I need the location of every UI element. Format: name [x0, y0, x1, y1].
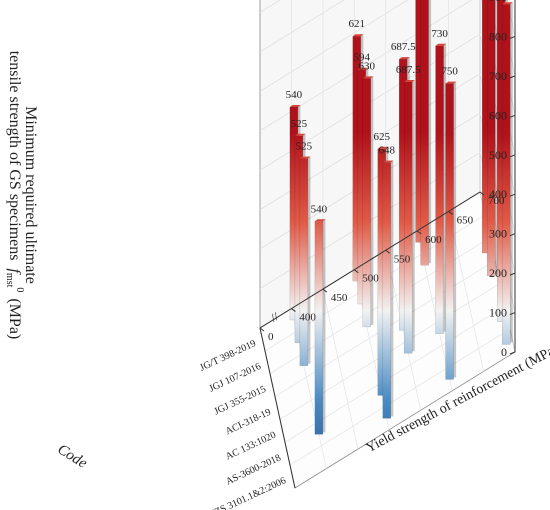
y-tick — [448, 211, 453, 215]
bar — [299, 156, 311, 366]
data-label: 621 — [349, 18, 366, 30]
bar — [502, 2, 513, 345]
z-tick — [509, 114, 516, 118]
bar — [382, 160, 394, 419]
x-axis-label: Code — [54, 441, 90, 472]
data-label: 750 — [441, 66, 458, 78]
z-tick — [509, 272, 516, 276]
z-tick — [509, 75, 516, 79]
y-tick — [322, 288, 328, 293]
z-tick-label: 600 — [489, 108, 507, 122]
bar — [420, 0, 432, 266]
z-tick-label: 0 — [501, 345, 507, 359]
z-tick — [509, 193, 516, 197]
bar — [314, 219, 326, 435]
bar-series — [289, 0, 513, 435]
z-tick-label: 100 — [489, 306, 507, 320]
data-labels: 724.5621540693594525839.5630525803687.57… — [286, 18, 459, 215]
bar — [362, 76, 374, 328]
x-tick-label: NZS 3101.1&2:2006 — [207, 475, 288, 510]
y-tick-label: 600 — [425, 234, 442, 246]
data-label: 687.5 — [396, 64, 421, 76]
z-tick-label: 300 — [489, 227, 507, 241]
z-tick — [509, 233, 516, 237]
data-label: 630 — [359, 60, 376, 72]
y-tick-label: 500 — [362, 273, 379, 285]
y-tick — [416, 230, 422, 235]
data-label: 687.5 — [391, 41, 416, 53]
y-tick — [259, 327, 265, 332]
data-label: 525 — [291, 118, 308, 130]
y-axis-line — [259, 191, 481, 329]
z-tick-label: 400 — [489, 187, 507, 201]
x-axis-line — [259, 327, 296, 489]
data-label: 594 — [354, 52, 371, 64]
bar — [445, 81, 457, 380]
z-tick — [509, 35, 516, 39]
y-tick-label: 550 — [394, 253, 411, 265]
bar — [487, 0, 498, 277]
z-axis-label-line1: Minimum required ultimate — [22, 106, 39, 284]
y-tick — [385, 249, 391, 254]
y-tick-label: 0 — [268, 331, 274, 343]
bar — [435, 43, 447, 334]
y-tick-label: 700 — [488, 195, 505, 207]
data-label: 625 — [374, 131, 391, 143]
z-tick-label: 200 — [489, 266, 507, 280]
z-tick-label: 900 — [489, 0, 507, 4]
y-tick — [353, 269, 359, 274]
y-tick-label: 650 — [457, 214, 474, 226]
z-tick — [509, 154, 516, 158]
z-tick-label: 700 — [489, 69, 507, 83]
z-axis-label-line2: tensile strength of GS specimens fmst0(M… — [4, 51, 25, 340]
data-label: 730 — [431, 28, 448, 40]
data-label: 525 — [296, 141, 313, 153]
bar — [404, 79, 415, 354]
data-label: 540 — [311, 203, 328, 215]
data-label: 540 — [286, 89, 303, 101]
z-tick — [509, 312, 516, 316]
y-tick — [479, 191, 485, 196]
z-tick-label: 500 — [489, 148, 507, 162]
y-tick-label: 450 — [331, 292, 348, 304]
y-tick-label: 400 — [299, 312, 316, 324]
z-tick-label: 800 — [489, 29, 507, 43]
data-label: 648 — [379, 145, 396, 157]
z-tick — [509, 351, 516, 355]
y-tick — [291, 308, 296, 312]
